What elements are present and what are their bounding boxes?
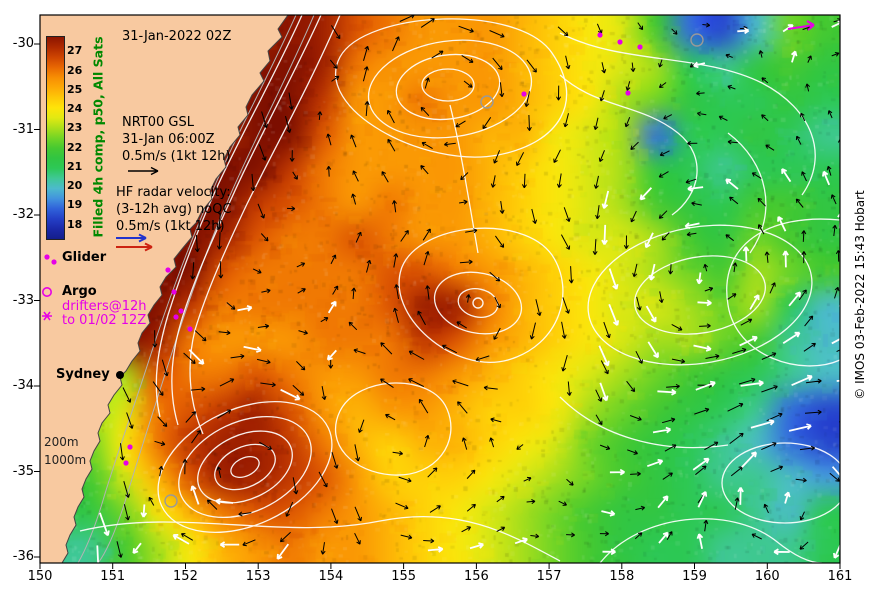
drifter-legend-star — [42, 311, 52, 321]
drifter-glider-dot — [173, 314, 179, 320]
sydney-marker — [116, 371, 124, 379]
colorbar-tick-label: 18 — [67, 217, 83, 231]
sydney-label: Sydney — [56, 367, 110, 382]
argo-label: Argo — [62, 284, 97, 299]
gsl-scale-arrow — [128, 166, 159, 176]
colorbar — [46, 36, 65, 240]
argo-float-ring — [690, 33, 704, 47]
depth-200m-label: 200m — [44, 435, 79, 449]
x-tick-label: 161 — [827, 569, 853, 584]
drifter-glider-dot — [187, 326, 193, 332]
nrt-scale-label: 0.5m/s (1kt 12h) — [122, 149, 231, 164]
colorbar-tick-label: 25 — [67, 82, 83, 96]
hf-scale-label: 0.5m/s (1kt 12h) — [116, 219, 225, 234]
plot-frame — [39, 14, 841, 564]
drifter-glider-dot — [617, 39, 623, 45]
ssh-contours — [79, 15, 840, 563]
drifter-glider-dot — [597, 32, 603, 38]
hf-scale-arrow-blue — [116, 233, 147, 243]
colorbar-tick-label: 27 — [67, 44, 83, 58]
x-tick-label: 155 — [391, 569, 417, 584]
y-tick-label: -32 — [12, 207, 34, 222]
colorbar-tick-label: 23 — [67, 121, 83, 135]
hf-scale-arrow-red — [116, 242, 153, 252]
x-tick-label: 151 — [100, 569, 126, 584]
colorbar-tick-label: 21 — [67, 159, 83, 173]
y-tick-label: -36 — [12, 549, 34, 564]
x-tick-label: 157 — [536, 569, 562, 584]
colorbar-tick-label: 26 — [67, 63, 83, 77]
y-tick-label: -35 — [12, 463, 34, 479]
nrt-title-label: NRT00 GSL — [122, 115, 194, 130]
glider-legend-dots — [44, 254, 57, 265]
drifter-glider-dot — [127, 444, 133, 450]
land-polygon — [40, 15, 289, 563]
y-tick-label: -30 — [12, 36, 34, 51]
observation-markers — [123, 20, 815, 508]
gsl-velocity-arrows — [116, 15, 840, 558]
drifter-glider-dot — [178, 308, 184, 314]
drifters-label-2: to 01/02 12Z — [62, 313, 147, 328]
colorbar-tick-label: 20 — [67, 179, 83, 193]
x-tick-label: 154 — [318, 569, 344, 584]
colorbar-title: Filled 4h comp, p50, All Sats — [90, 36, 106, 238]
drifter-velocity-arrow — [787, 20, 815, 31]
drifter-glider-dot — [521, 91, 527, 97]
argo-legend-ring — [41, 286, 52, 297]
x-tick-label: 152 — [173, 569, 198, 584]
depth-1000m-label: 1000m — [44, 453, 87, 467]
x-tick-label: 153 — [245, 569, 271, 584]
colorbar-tick-label: 24 — [67, 102, 83, 116]
drifter-glider-dot — [123, 460, 129, 466]
nrt-time-label: 31-Jan 06:00Z — [122, 132, 215, 147]
drifter-glider-dot — [625, 90, 631, 96]
argo-float-ring — [480, 95, 494, 109]
hf-radar-arrows — [96, 20, 840, 563]
x-tick-label: 160 — [754, 569, 780, 584]
x-tick-label: 156 — [463, 569, 489, 584]
drifter-glider-dot — [171, 289, 177, 295]
drifter-glider-dot — [637, 44, 643, 50]
timestamp-label: 31-Jan-2022 02Z — [122, 29, 232, 44]
x-tick-label: 159 — [682, 569, 707, 584]
credit-text: © IMOS 03-Feb-2022 15:43 Hobart — [853, 190, 867, 400]
drifter-glider-dot — [165, 267, 171, 273]
glider-label: Glider — [62, 250, 107, 265]
colorbar-tick-label: 22 — [67, 140, 83, 154]
drifters-label-1: drifters@12h — [62, 299, 147, 314]
hf-avg-label: (3-12h avg) noQC — [116, 202, 232, 217]
argo-float-ring — [164, 494, 178, 508]
y-tick-label: -33 — [12, 292, 34, 308]
hf-title-label: HF radar velocity: — [116, 185, 231, 200]
x-tick-label: 158 — [609, 569, 635, 584]
y-tick-label: -31 — [12, 121, 34, 137]
legend-glyphs — [41, 166, 159, 321]
x-tick-label: 150 — [27, 569, 53, 584]
colorbar-tick-label: 19 — [67, 198, 83, 212]
axis-tick-marks — [34, 43, 841, 569]
y-tick-label: -34 — [12, 378, 34, 393]
